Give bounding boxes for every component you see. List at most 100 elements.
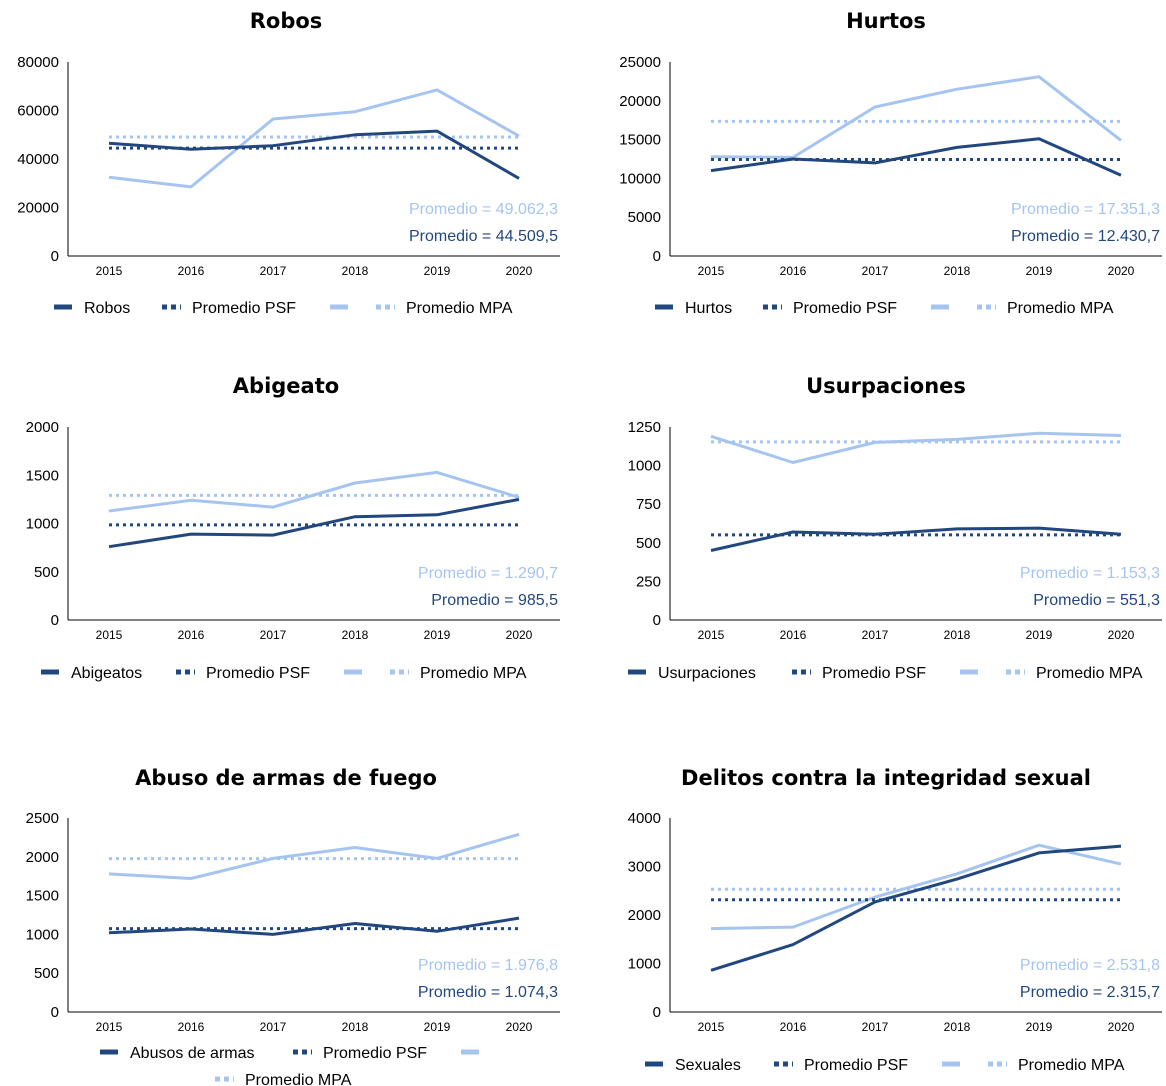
x-tick-label: 2015 [698, 264, 725, 278]
x-tick-label: 2018 [342, 264, 369, 278]
chart-panel-robos: Robos 0 20000 40000 60000 80000 2015 2016 2017 20… [17, 9, 560, 317]
x-tick-label: 2019 [424, 628, 451, 642]
y-tick-label: 25000 [619, 54, 661, 71]
y-tick-label: 500 [34, 564, 59, 581]
y-tick-label: 2000 [26, 849, 59, 866]
series-line-light [108, 470, 520, 513]
series-line-light [710, 75, 1122, 159]
legend-label: Robos [84, 300, 130, 317]
x-tick-label: 2020 [1108, 628, 1135, 642]
x-tick-label: 2020 [506, 1020, 533, 1034]
x-tick-label: 2015 [96, 628, 123, 642]
average-annotation-mpa: Promedio = 1.290,7 [418, 565, 558, 582]
x-tick-label: 2019 [1026, 1020, 1053, 1034]
chart-panel-abigeato: Abigeato 0 500 1000 1500 2000 2015 2016 2017 2018… [26, 374, 560, 682]
x-tick-label: 2015 [698, 1020, 725, 1034]
y-tick-label: 1000 [26, 926, 59, 943]
average-annotation-mpa: Promedio = 49.062,3 [409, 201, 558, 218]
legend-label: Abigeatos [71, 665, 142, 682]
legend-label: Usurpaciones [658, 665, 756, 682]
y-tick-label: 2000 [26, 419, 59, 436]
chart-panel-abuso-de-armas-de-fuego: Abuso de armas de fuego 0 500 1000 1500 2000 2… [26, 766, 560, 1086]
x-tick-label: 2020 [1108, 264, 1135, 278]
legend-label: Sexuales [675, 1057, 741, 1074]
x-tick-label: 2016 [780, 1020, 807, 1034]
legend-label: Promedio PSF [793, 300, 897, 317]
y-tick-label: 60000 [17, 103, 59, 120]
x-tick-label: 2017 [862, 628, 889, 642]
y-tick-label: 0 [51, 248, 59, 265]
average-annotation-mpa: Promedio = 1.976,8 [418, 957, 558, 974]
legend-label: Promedio MPA [406, 300, 513, 317]
x-tick-label: 2017 [260, 1020, 287, 1034]
y-tick-label: 4000 [628, 810, 661, 827]
average-annotation-psf: Promedio = 985,5 [431, 592, 558, 609]
y-tick-label: 250 [636, 573, 661, 590]
x-tick-label: 2019 [1026, 264, 1053, 278]
chart-legend: Robos Promedio PSF Promedio MPA [54, 300, 513, 317]
chart-legend: Abusos de armas Promedio PSF Promedio MPA [100, 1045, 479, 1086]
average-annotation-psf: Promedio = 12.430,7 [1011, 228, 1160, 245]
x-tick-label: 2016 [178, 628, 205, 642]
chart-panel-hurtos: Hurtos 0 5000 10000 15000 20000 25000 2015 2016 2… [619, 9, 1162, 317]
chart-title: Hurtos [846, 9, 926, 33]
average-annotation-mpa: Promedio = 1.153,3 [1020, 565, 1160, 582]
x-tick-label: 2020 [506, 264, 533, 278]
series-line-dark [710, 526, 1122, 552]
legend-label: Promedio PSF [804, 1057, 908, 1074]
legend-label: Promedio PSF [206, 665, 310, 682]
x-tick-label: 2018 [944, 628, 971, 642]
chart-title: Abigeato [233, 374, 339, 398]
legend-label: Hurtos [685, 300, 732, 317]
y-tick-label: 0 [653, 1004, 661, 1021]
legend-label: Promedio MPA [1007, 300, 1114, 317]
legend-label: Promedio MPA [245, 1072, 352, 1086]
y-tick-label: 500 [636, 535, 661, 552]
average-annotation-mpa: Promedio = 2.531,8 [1020, 957, 1160, 974]
y-tick-label: 1000 [628, 458, 661, 475]
x-tick-label: 2016 [178, 1020, 205, 1034]
y-tick-label: 0 [51, 1004, 59, 1021]
chart-legend: Sexuales Promedio PSF Promedio MPA [645, 1057, 1125, 1074]
average-annotation-psf: Promedio = 44.509,5 [409, 228, 558, 245]
x-tick-label: 2018 [944, 1020, 971, 1034]
y-tick-label: 80000 [17, 54, 59, 71]
y-tick-label: 20000 [17, 200, 59, 217]
chart-title: Delitos contra la integridad sexual [681, 766, 1091, 790]
series-line-dark [710, 137, 1122, 177]
chart-legend: Abigeatos Promedio PSF Promedio MPA [41, 665, 527, 682]
series-line-dark [108, 916, 520, 936]
series-line-dark [108, 129, 520, 180]
y-tick-label: 1000 [26, 516, 59, 533]
x-tick-label: 2017 [260, 264, 287, 278]
x-tick-label: 2019 [424, 1020, 451, 1034]
x-tick-label: 2018 [342, 628, 369, 642]
chart-legend: Hurtos Promedio PSF Promedio MPA [655, 300, 1114, 317]
chart-title: Usurpaciones [806, 374, 966, 398]
y-tick-label: 0 [653, 612, 661, 629]
y-tick-label: 1000 [628, 956, 661, 973]
chart-title: Robos [250, 9, 323, 33]
x-tick-label: 2019 [1026, 628, 1053, 642]
chart-legend: Usurpaciones Promedio PSF Promedio MPA [628, 665, 1143, 682]
x-tick-label: 2018 [342, 1020, 369, 1034]
x-tick-label: 2015 [96, 264, 123, 278]
x-tick-label: 2017 [260, 628, 287, 642]
legend-label: Promedio PSF [822, 665, 926, 682]
series-line-light [108, 832, 520, 880]
y-tick-label: 40000 [17, 151, 59, 168]
x-tick-label: 2019 [424, 264, 451, 278]
y-tick-label: 0 [51, 612, 59, 629]
series-line-light [710, 431, 1122, 464]
y-tick-label: 1500 [26, 888, 59, 905]
average-annotation-psf: Promedio = 1.074,3 [418, 984, 558, 1001]
chart-panel-usurpaciones: Usurpaciones 0 250 500 750 1000 1250 2015 2016 20… [628, 374, 1162, 682]
series-line-light [108, 88, 520, 189]
average-annotation-psf: Promedio = 551,3 [1033, 592, 1160, 609]
average-annotation-mpa: Promedio = 17.351,3 [1011, 201, 1160, 218]
legend-label: Promedio PSF [192, 300, 296, 317]
chart-title: Abuso de armas de fuego [135, 766, 437, 790]
legend-label: Promedio MPA [420, 665, 527, 682]
y-tick-label: 2500 [26, 810, 59, 827]
